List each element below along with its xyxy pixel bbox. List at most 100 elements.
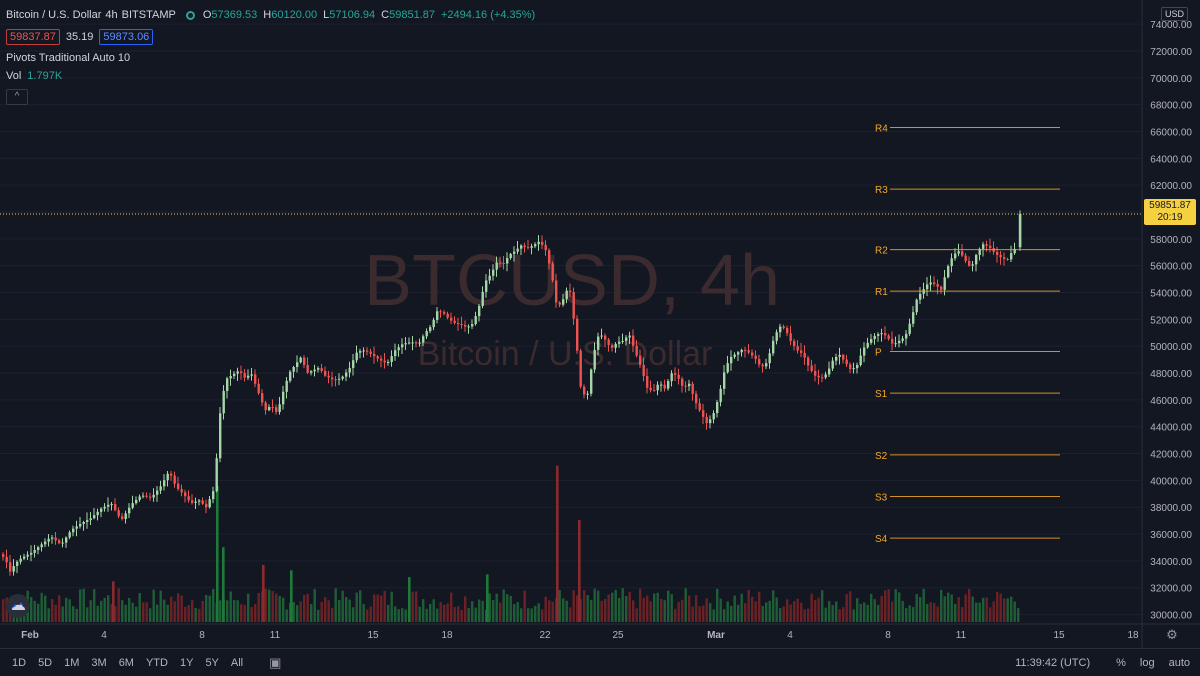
candle-body xyxy=(250,374,253,376)
candle-body xyxy=(702,410,705,417)
timeframe-3m[interactable]: 3M xyxy=(91,656,107,669)
currency-badge[interactable]: USD xyxy=(1161,7,1189,21)
volume-bar xyxy=(943,596,946,622)
timeframe-5y[interactable]: 5Y xyxy=(205,656,219,669)
candle-body xyxy=(320,368,323,372)
log-toggle[interactable]: log xyxy=(1139,656,1155,669)
timeframe-5d[interactable]: 5D xyxy=(38,656,53,669)
auto-toggle[interactable]: auto xyxy=(1168,656,1190,669)
interval[interactable]: 4h xyxy=(105,9,118,21)
candle-body xyxy=(817,375,820,378)
candle-body xyxy=(632,335,635,346)
candle-body xyxy=(33,550,36,553)
tradingview-logo-icon[interactable] xyxy=(6,594,30,618)
symbol-name[interactable]: Bitcoin / U.S. Dollar xyxy=(6,9,102,21)
candle-body xyxy=(670,373,673,382)
candle-body xyxy=(103,506,106,509)
volume-bar xyxy=(579,599,582,622)
volume-bar xyxy=(82,588,85,622)
market-status-icon xyxy=(185,10,195,20)
pivot-label-r3: R3 xyxy=(875,185,888,196)
candle-body xyxy=(943,277,946,290)
timeframe-1y[interactable]: 1Y xyxy=(179,656,194,669)
volume-bar xyxy=(863,602,866,622)
close-value: 59851.87 xyxy=(389,9,435,21)
candle-body xyxy=(219,413,222,459)
volume-bar xyxy=(166,604,169,622)
volume-bar xyxy=(583,590,586,622)
timeframe-all[interactable]: All xyxy=(230,656,244,669)
volume-bar xyxy=(779,608,782,622)
volume-bar xyxy=(89,600,92,622)
candle-body xyxy=(947,266,950,278)
volume-bar xyxy=(471,601,474,622)
candle-body xyxy=(821,377,824,379)
timeframe-1m[interactable]: 1M xyxy=(64,656,80,669)
candle-body xyxy=(261,393,264,403)
volume-bar xyxy=(705,598,708,622)
volume-bar xyxy=(478,599,481,622)
volume-bar xyxy=(488,593,491,622)
candle-body xyxy=(362,350,365,352)
volume-bar xyxy=(348,599,351,622)
indicator-label[interactable]: Pivots Traditional Auto 10 xyxy=(6,52,131,64)
volume-bar xyxy=(656,592,659,622)
low-label: L xyxy=(323,9,330,21)
volume-bar xyxy=(884,590,887,622)
volume-bar xyxy=(229,591,232,622)
volume-bar xyxy=(740,593,743,622)
timeframe-6m[interactable]: 6M xyxy=(118,656,134,669)
timeframe-ytd[interactable]: YTD xyxy=(145,656,168,669)
gear-icon[interactable]: ⚙ xyxy=(1166,628,1178,643)
volume-bar xyxy=(79,589,82,622)
candle-body xyxy=(401,344,404,348)
candle-body xyxy=(495,262,498,270)
clock-display[interactable]: 11:39:42 (UTC) xyxy=(1015,656,1091,669)
volume-bar xyxy=(919,597,922,622)
buy-button[interactable]: 59873.06 xyxy=(99,29,154,45)
candle-body xyxy=(380,358,383,361)
volume-bar xyxy=(975,602,978,622)
candle-body xyxy=(289,371,292,381)
chart-legend: Bitcoin / U.S. Dollar 4h BITSTAMP O 57369… xyxy=(6,6,541,105)
close-label: C xyxy=(381,9,390,21)
volume-bar xyxy=(835,601,838,622)
collapse-legend-button[interactable]: ^ xyxy=(6,89,28,105)
sell-button[interactable]: 59837.87 xyxy=(6,29,60,45)
time-tick-label: 18 xyxy=(1127,630,1139,641)
candle-body xyxy=(453,320,456,324)
volume-bar xyxy=(296,605,299,622)
volume-bar xyxy=(285,609,288,622)
candle-body xyxy=(96,511,99,516)
volume-bar xyxy=(383,590,386,622)
indicator-row[interactable]: Pivots Traditional Auto 10 xyxy=(6,49,541,67)
volume-bar xyxy=(1006,598,1009,622)
bottom-toolbar: 1D 5D 1M 3M 6M YTD 1Y 5Y All ▣ 11:39:42 (UTC) % … xyxy=(0,648,1200,676)
percent-toggle[interactable]: % xyxy=(1116,656,1126,669)
candle-body xyxy=(548,250,551,264)
timeframe-1d[interactable]: 1D xyxy=(12,656,27,669)
candle-body xyxy=(754,355,757,360)
candle-body xyxy=(205,503,208,508)
volume-bar xyxy=(880,596,883,622)
volume-bar xyxy=(691,606,694,622)
volume-row[interactable]: Vol 1.797K xyxy=(6,67,541,85)
candle-body xyxy=(152,494,155,498)
time-tick-label: Feb xyxy=(21,630,39,641)
price-chart[interactable]: BTCUSD, 4h Bitcoin / U.S. Dollar R4 R3 R2 R1 P… xyxy=(0,0,1200,648)
candle-body xyxy=(411,342,414,344)
candle-body xyxy=(674,373,677,375)
candle-body xyxy=(12,566,15,572)
candle-body xyxy=(485,280,488,292)
volume-label[interactable]: Vol xyxy=(6,70,22,82)
candle-body xyxy=(390,356,393,362)
date-range-icon[interactable]: ▣ xyxy=(269,654,282,670)
candle-body xyxy=(247,375,250,378)
candle-body xyxy=(929,282,932,285)
candle-body xyxy=(642,364,645,377)
candle-body xyxy=(541,241,544,245)
candle-body xyxy=(660,384,663,386)
candle-body xyxy=(583,386,586,395)
candle-body xyxy=(635,345,638,356)
volume-bar xyxy=(408,577,411,622)
